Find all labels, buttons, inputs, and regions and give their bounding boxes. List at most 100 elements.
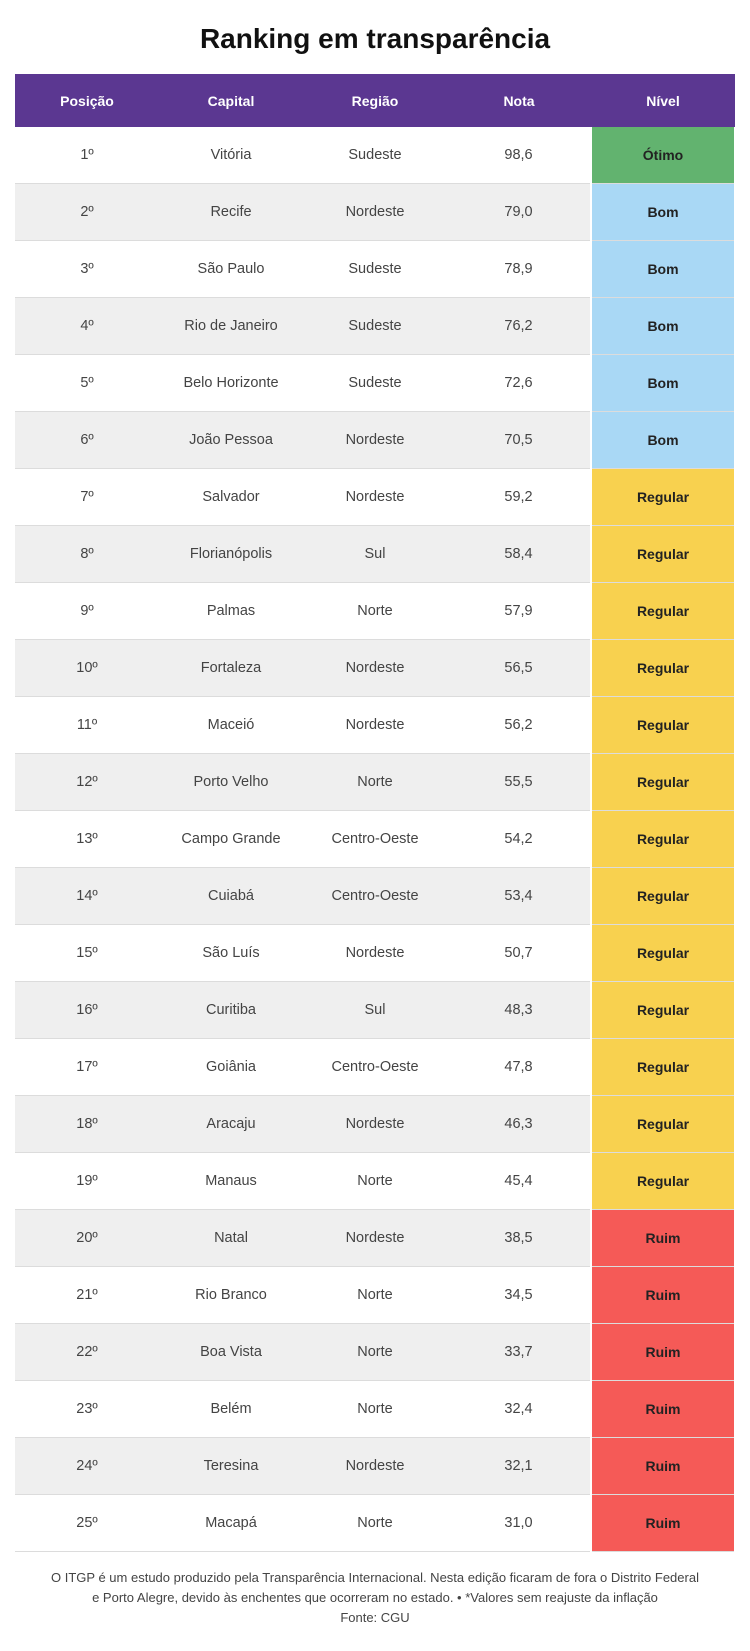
level-cell: Bom: [590, 183, 736, 241]
table-cell: Florianópolis: [159, 525, 303, 583]
table-cell: 55,5: [447, 753, 591, 811]
table-cell: Sul: [303, 525, 447, 583]
table-cell: 72,6: [447, 354, 591, 412]
level-cell: Regular: [590, 810, 736, 868]
table-cell: 3º: [15, 240, 159, 298]
table-cell: 1º: [15, 127, 159, 184]
table-cell: 16º: [15, 981, 159, 1039]
table-cell: 11º: [15, 696, 159, 754]
level-cell: Ótimo: [590, 127, 736, 184]
table-cell: 31,0: [447, 1494, 591, 1552]
table-cell: 25º: [15, 1494, 159, 1552]
table-cell: Nordeste: [303, 411, 447, 469]
table-cell: 78,9: [447, 240, 591, 298]
table-row: 25º Macapá Norte 31,0 Ruim: [15, 1494, 736, 1552]
table-cell: Sudeste: [303, 354, 447, 412]
table-cell: 79,0: [447, 183, 591, 241]
table-row: 11º Maceió Nordeste 56,2 Regular: [15, 696, 736, 754]
level-cell: Regular: [590, 582, 736, 640]
footer: O ITGP é um estudo produzido pela Transp…: [0, 1568, 750, 1628]
table-cell: 17º: [15, 1038, 159, 1096]
level-cell: Regular: [590, 696, 736, 754]
table-cell: 70,5: [447, 411, 591, 469]
level-cell: Ruim: [590, 1266, 736, 1324]
table-cell: 57,9: [447, 582, 591, 640]
table-cell: Sudeste: [303, 127, 447, 184]
table-row: 18º Aracaju Nordeste 46,3 Regular: [15, 1095, 736, 1153]
table-row: 7º Salvador Nordeste 59,2 Regular: [15, 468, 736, 526]
level-cell: Regular: [590, 1095, 736, 1153]
table-cell: Norte: [303, 1323, 447, 1381]
table-cell: 21º: [15, 1266, 159, 1324]
table-cell: 15º: [15, 924, 159, 982]
table-cell: 48,3: [447, 981, 591, 1039]
table-cell: São Luís: [159, 924, 303, 982]
table-row: 17º Goiânia Centro-Oeste 47,8 Regular: [15, 1038, 736, 1096]
table-cell: Recife: [159, 183, 303, 241]
table-cell: Aracaju: [159, 1095, 303, 1153]
table-cell: 10º: [15, 639, 159, 697]
table-body: 1º Vitória Sudeste 98,6 Ótimo 2º Recife Nordest…: [15, 127, 736, 1552]
table-cell: 34,5: [447, 1266, 591, 1324]
table-row: 6º João Pessoa Nordeste 70,5 Bom: [15, 411, 736, 469]
table-cell: 9º: [15, 582, 159, 640]
table-cell: Nordeste: [303, 1095, 447, 1153]
table-cell: Campo Grande: [159, 810, 303, 868]
table-cell: Norte: [303, 1380, 447, 1438]
table-cell: Norte: [303, 1152, 447, 1210]
table-cell: 20º: [15, 1209, 159, 1267]
footer-line: e Porto Alegre, devido às enchentes que …: [92, 1590, 658, 1605]
table-cell: Rio Branco: [159, 1266, 303, 1324]
table-cell: Belo Horizonte: [159, 354, 303, 412]
table-cell: Cuiabá: [159, 867, 303, 925]
table-cell: Goiânia: [159, 1038, 303, 1096]
table-cell: 56,5: [447, 639, 591, 697]
table-cell: 45,4: [447, 1152, 591, 1210]
table-row: 10º Fortaleza Nordeste 56,5 Regular: [15, 639, 736, 697]
table-cell: Nordeste: [303, 1209, 447, 1267]
level-cell: Ruim: [590, 1380, 736, 1438]
table-cell: Manaus: [159, 1152, 303, 1210]
level-cell: Ruim: [590, 1437, 736, 1495]
table-cell: 46,3: [447, 1095, 591, 1153]
table-cell: Palmas: [159, 582, 303, 640]
table-row: 2º Recife Nordeste 79,0 Bom: [15, 183, 736, 241]
table-cell: 56,2: [447, 696, 591, 754]
table-cell: 50,7: [447, 924, 591, 982]
table-cell: Nordeste: [303, 696, 447, 754]
table-cell: Nordeste: [303, 924, 447, 982]
table-row: 5º Belo Horizonte Sudeste 72,6 Bom: [15, 354, 736, 412]
table-cell: 59,2: [447, 468, 591, 526]
table-cell: Centro-Oeste: [303, 810, 447, 868]
table-cell: 19º: [15, 1152, 159, 1210]
column-header: Nota: [447, 74, 591, 127]
column-header: Nível: [591, 74, 735, 127]
table-cell: Fortaleza: [159, 639, 303, 697]
level-cell: Ruim: [590, 1209, 736, 1267]
column-header: Capital: [159, 74, 303, 127]
table-cell: Sul: [303, 981, 447, 1039]
table-cell: 24º: [15, 1437, 159, 1495]
table-cell: São Paulo: [159, 240, 303, 298]
table-row: 4º Rio de Janeiro Sudeste 76,2 Bom: [15, 297, 736, 355]
ranking-table: Posição Capital Região Nota Nível 1º Vitória S…: [15, 74, 736, 1552]
table-cell: 53,4: [447, 867, 591, 925]
footer-line: O ITGP é um estudo produzido pela Transp…: [51, 1570, 699, 1585]
table-cell: Maceió: [159, 696, 303, 754]
table-cell: 7º: [15, 468, 159, 526]
table-row: 23º Belém Norte 32,4 Ruim: [15, 1380, 736, 1438]
level-cell: Regular: [590, 468, 736, 526]
table-cell: 4º: [15, 297, 159, 355]
table-row: 19º Manaus Norte 45,4 Regular: [15, 1152, 736, 1210]
table-cell: 2º: [15, 183, 159, 241]
table-cell: Salvador: [159, 468, 303, 526]
table-row: 22º Boa Vista Norte 33,7 Ruim: [15, 1323, 736, 1381]
table-row: 1º Vitória Sudeste 98,6 Ótimo: [15, 127, 736, 184]
table-cell: 76,2: [447, 297, 591, 355]
level-cell: Bom: [590, 411, 736, 469]
table-row: 3º São Paulo Sudeste 78,9 Bom: [15, 240, 736, 298]
level-cell: Regular: [590, 639, 736, 697]
table-cell: Norte: [303, 1266, 447, 1324]
table-cell: 54,2: [447, 810, 591, 868]
table-row: 14º Cuiabá Centro-Oeste 53,4 Regular: [15, 867, 736, 925]
